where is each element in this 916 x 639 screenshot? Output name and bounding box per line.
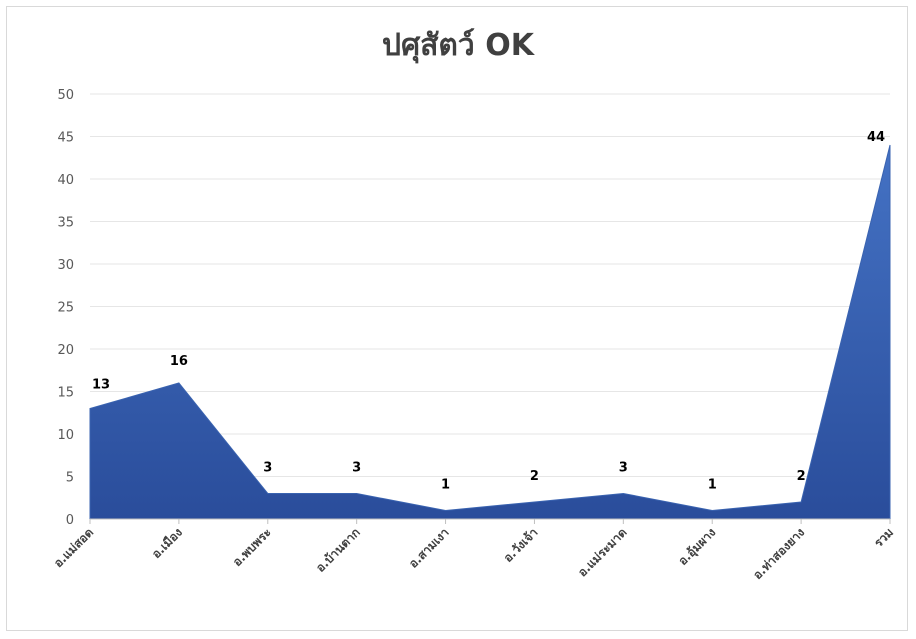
x-category-label: อ.แม่สอด [51, 525, 96, 570]
x-category-label: อ.อุ้มผาง [676, 525, 720, 569]
x-category-label: รวม [871, 525, 896, 550]
data-label: 1 [708, 478, 717, 493]
data-label: 13 [92, 378, 110, 393]
chart-title: ปศุสัตว์ OK [382, 28, 534, 63]
gridlines [90, 93, 890, 477]
data-labels: 13 16 3 3 1 2 3 1 2 44 [92, 130, 885, 493]
area-series [89, 144, 891, 520]
x-axis [89, 518, 891, 524]
chart-frame [6, 6, 908, 631]
y-tick-label: 25 [57, 301, 74, 316]
data-label: 3 [619, 461, 628, 476]
data-label: 3 [263, 461, 272, 476]
x-category-label: อ.สามเงา [406, 525, 452, 571]
y-tick-label: 50 [57, 88, 74, 103]
series-area [89, 144, 891, 520]
x-category-label: อ.เมือง [149, 525, 185, 561]
y-tick-label: 10 [57, 428, 74, 443]
y-tick-label: 0 [66, 513, 74, 528]
data-label: 2 [530, 469, 539, 484]
y-tick-label: 5 [66, 471, 74, 486]
y-tick-label: 45 [57, 131, 74, 146]
y-tick-label: 30 [57, 258, 74, 273]
y-tick-label: 35 [57, 216, 74, 231]
y-tick-label: 20 [57, 343, 74, 358]
y-tick-label: 40 [57, 173, 74, 188]
y-tick-label: 15 [57, 386, 74, 401]
data-label: 2 [797, 469, 806, 484]
x-category-label: อ.แม่ระมาด [575, 525, 629, 579]
x-axis-labels: อ.แม่สอด อ.เมือง อ.พบพระ อ.บ้านตาก อ.สามเงา อ… [51, 525, 896, 582]
y-axis: 0 5 10 15 20 25 30 35 40 45 50 [57, 88, 74, 528]
data-label: 3 [352, 461, 361, 476]
data-label: 16 [170, 354, 188, 369]
data-label: 44 [867, 130, 885, 145]
data-label: 1 [441, 478, 450, 493]
x-category-label: อ.พบพระ [230, 525, 274, 569]
x-category-label: อ.บ้านตาก [313, 525, 363, 575]
x-category-label: อ.ท่าสองยาง [750, 525, 807, 582]
x-category-label: อ.วังเจ้า [501, 525, 541, 565]
